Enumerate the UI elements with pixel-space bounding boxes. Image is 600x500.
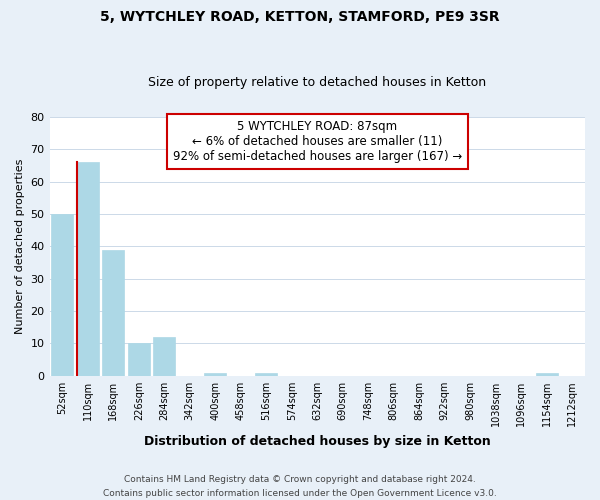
Bar — [77, 162, 98, 376]
Bar — [154, 337, 175, 376]
Bar — [205, 372, 226, 376]
Y-axis label: Number of detached properties: Number of detached properties — [15, 158, 25, 334]
X-axis label: Distribution of detached houses by size in Ketton: Distribution of detached houses by size … — [144, 434, 491, 448]
Bar — [128, 344, 149, 376]
Bar — [52, 214, 73, 376]
Text: 5, WYTCHLEY ROAD, KETTON, STAMFORD, PE9 3SR: 5, WYTCHLEY ROAD, KETTON, STAMFORD, PE9 … — [100, 10, 500, 24]
Bar — [536, 372, 557, 376]
Bar — [256, 372, 277, 376]
Text: 5 WYTCHLEY ROAD: 87sqm
← 6% of detached houses are smaller (11)
92% of semi-deta: 5 WYTCHLEY ROAD: 87sqm ← 6% of detached … — [173, 120, 462, 162]
Text: Contains HM Land Registry data © Crown copyright and database right 2024.
Contai: Contains HM Land Registry data © Crown c… — [103, 476, 497, 498]
Title: Size of property relative to detached houses in Ketton: Size of property relative to detached ho… — [148, 76, 487, 90]
Bar — [103, 250, 124, 376]
